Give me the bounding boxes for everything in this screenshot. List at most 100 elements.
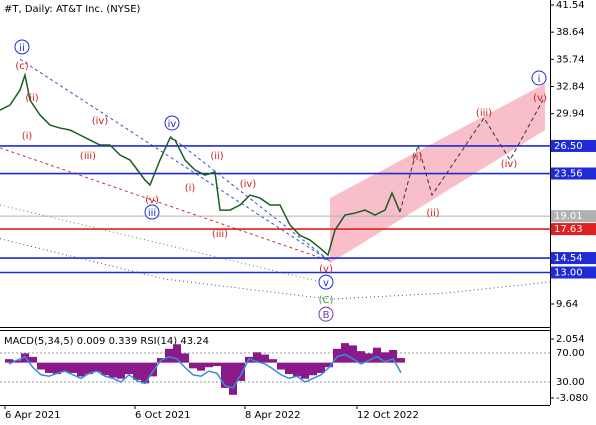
macd-bar	[381, 352, 389, 363]
wave-label: (c)	[15, 61, 28, 72]
macd-bar	[29, 356, 37, 363]
wave-circle	[164, 115, 180, 131]
macd-bar	[293, 362, 301, 377]
macd-bar	[365, 353, 373, 363]
y-tick-label: 41.54	[556, 0, 585, 11]
level-label: 13.00	[554, 268, 583, 279]
level-label-box	[551, 252, 596, 265]
macd-bar	[181, 353, 189, 363]
wave-label: i	[538, 74, 541, 85]
y-tick-label: 29.94	[556, 109, 585, 120]
macd-bar	[357, 351, 365, 363]
trend-line	[19, 58, 331, 262]
macd-bar	[125, 362, 133, 375]
macd-bar	[197, 362, 205, 371]
wave-label: (iv)	[240, 179, 257, 190]
rsi-line	[8, 353, 402, 389]
level-label: 19.01	[554, 211, 583, 222]
macd-bar	[237, 362, 245, 381]
wave-label: v	[323, 278, 329, 289]
macd-bar	[373, 347, 381, 363]
x-tick-label: 6 Oct 2021	[135, 410, 190, 421]
wave-circle	[318, 274, 334, 290]
macd-bar	[37, 362, 45, 370]
y-tick-label: -3.080	[556, 393, 588, 404]
wave-label: B	[323, 310, 330, 321]
macd-bar	[77, 362, 85, 377]
macd-bar	[333, 348, 341, 363]
macd-bar	[253, 352, 261, 363]
macd-bar	[285, 362, 293, 375]
wave-label: ii	[19, 43, 25, 54]
macd-bar	[53, 362, 61, 375]
y-tick-label: 32.84	[556, 82, 585, 93]
macd-bar	[141, 362, 149, 384]
wave-label: (ii)	[426, 208, 439, 219]
level-label: 26.50	[554, 141, 583, 152]
wave-circle	[318, 306, 334, 322]
price-line	[0, 72, 401, 257]
trend-line	[0, 147, 331, 262]
macd-bar	[205, 362, 213, 368]
macd-bar	[13, 360, 21, 363]
level-label-box	[551, 210, 596, 223]
macd-bar	[93, 362, 101, 372]
x-tick-label: 6 Apr 2021	[5, 410, 60, 421]
wave-label: (v)	[533, 93, 547, 104]
level-label-box	[551, 167, 596, 180]
level-label: 17.63	[554, 224, 583, 235]
macd-bar	[101, 362, 109, 376]
macd-bar	[21, 353, 29, 363]
wave-circle	[531, 70, 547, 86]
level-label-box	[551, 223, 596, 236]
macd-bar	[165, 348, 173, 363]
y-tick-label: 35.74	[556, 54, 585, 65]
wave-label: iv	[168, 119, 177, 130]
wave-label: (ii)	[210, 151, 223, 162]
wave-label: (i)	[185, 183, 196, 194]
macd-bar	[229, 362, 237, 395]
macd-bar	[221, 362, 229, 388]
wave-label: (iii)	[80, 151, 96, 162]
wave-label: iii	[148, 208, 156, 219]
level-label: 23.56	[554, 169, 583, 180]
y-tick-label: 9.64	[556, 299, 578, 310]
x-tick-label: 12 Oct 2022	[357, 410, 419, 421]
chart-title: #T, Daily: AT&T Inc. (NYSE)	[4, 4, 141, 15]
wave-label: (iv)	[501, 159, 518, 170]
macd-bar	[341, 343, 349, 363]
macd-bar	[389, 349, 397, 363]
macd-bar	[397, 358, 405, 363]
macd-bar	[325, 362, 333, 368]
y2-tick-label: 30.00	[556, 377, 585, 388]
macd-bar	[173, 344, 181, 363]
wave-label: (C)	[319, 295, 334, 306]
macd-bar	[69, 362, 77, 373]
macd-bar	[45, 362, 53, 373]
y-tick-label: 2.054	[556, 334, 585, 345]
level-label-box	[551, 139, 596, 152]
macd-bar	[301, 362, 309, 379]
wave-label: (i)	[412, 152, 423, 163]
wave-label: (iv)	[92, 116, 109, 127]
trend-line	[0, 238, 551, 300]
projection-path	[399, 99, 544, 213]
wave-label: (i)	[22, 131, 33, 142]
wave-label: (iii)	[212, 229, 228, 240]
macd-bar	[5, 359, 13, 363]
level-label: 14.54	[554, 253, 583, 264]
indicator-title: MACD(5,34,5) 0.009 0.339 RSI(14) 43.24	[4, 336, 209, 347]
wave-label: (ii)	[25, 93, 38, 104]
macd-bar	[269, 359, 277, 363]
y-tick-label: 38.64	[556, 27, 585, 38]
x-tick-label: 8 Apr 2022	[245, 410, 300, 421]
macd-bar	[277, 362, 285, 370]
macd-bar	[349, 345, 357, 363]
macd-bar	[309, 362, 317, 376]
macd-bar	[317, 362, 325, 373]
macd-bar	[109, 362, 117, 378]
macd-bar	[133, 362, 141, 380]
y2-tick-label: 70.00	[556, 348, 585, 359]
